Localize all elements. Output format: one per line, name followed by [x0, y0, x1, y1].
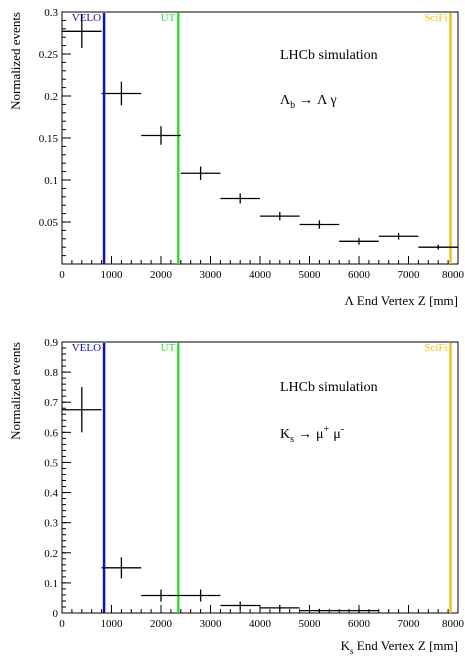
data-point: [62, 14, 102, 49]
data-point: [220, 193, 260, 204]
x-tick-label: 6000: [348, 618, 371, 630]
detector-label-scifi: SciFi: [424, 12, 447, 24]
data-point: [299, 220, 340, 229]
y-tick-label: 0.7: [44, 397, 58, 409]
data-point: [101, 81, 142, 106]
y-tick-label: 0: [53, 608, 59, 620]
x-tick-label: 4000: [249, 269, 272, 281]
y-tick-label: 0.15: [39, 133, 59, 145]
x-tick-label: 4000: [249, 618, 272, 630]
data-point: [180, 589, 221, 602]
y-tick-label: 0.05: [39, 217, 59, 229]
x-tick-label: 5000: [299, 269, 322, 281]
y-tick-label: 0.25: [39, 49, 59, 61]
y-tick-label: 0.9: [44, 337, 58, 349]
y-tick-label: 0.3: [44, 518, 58, 530]
data-point: [220, 601, 260, 610]
y-tick-label: 0.1: [44, 175, 58, 187]
data-point: [260, 211, 300, 221]
x-tick-label: 6000: [348, 269, 371, 281]
x-tick-label: 3000: [200, 618, 223, 630]
y-tick-label: 0.2: [44, 548, 58, 560]
x-tick-label: 1000: [101, 618, 124, 630]
x-tick-label: 2000: [150, 269, 173, 281]
x-tick-label: 8000: [442, 618, 465, 630]
plot-frame: [61, 11, 459, 265]
data-point: [378, 232, 419, 240]
data-point: [141, 126, 181, 145]
x-tick-label: 2000: [150, 618, 173, 630]
data-point: [101, 557, 142, 579]
y-tick-label: 0.8: [44, 367, 58, 379]
y-tick-label: 0.4: [44, 488, 58, 500]
x-tick-label: 0: [59, 269, 65, 281]
lambda-vertex-panel: VELO UT SciFi 0 1000 2000 3000 4000 5000 6000 700…: [8, 7, 465, 308]
x-axis-label: Λ End Vertex Z [mm]: [344, 293, 458, 308]
data-point: [62, 387, 102, 433]
x-tick-label: 1000: [101, 269, 124, 281]
annotation-decay: Λb → Λ γ: [280, 93, 337, 111]
x-tick-label: 7000: [398, 618, 421, 630]
x-tick-label: 7000: [398, 269, 421, 281]
data-point: [418, 244, 458, 250]
detector-label-scifi: SciFi: [424, 342, 447, 354]
detector-label-velo: VELO: [72, 12, 101, 24]
annotation-decay: Ks → μ+ μ-: [280, 424, 344, 445]
kshort-vertex-panel: VELO UT SciFi 0 1000 2000 3000 4000 5000 6000 700…: [8, 337, 465, 656]
annotation-lhcb: LHCb simulation: [280, 380, 378, 395]
x-tick-label: 0: [59, 618, 65, 630]
x-axis-label: Ks End Vertex Z [mm]: [341, 638, 458, 656]
detector-label-ut: UT: [161, 12, 176, 24]
y-tick-label: 0.6: [44, 427, 58, 439]
y-tick-label: 0.2: [44, 91, 58, 103]
x-tick-label: 3000: [200, 269, 223, 281]
data-point: [141, 589, 181, 602]
y-tick-label: 0.3: [44, 7, 58, 19]
x-tick-label: 8000: [442, 269, 465, 281]
data-point: [180, 166, 221, 180]
y-axis-label: Normalized events: [8, 342, 23, 440]
x-tick-label: 5000: [299, 618, 322, 630]
detector-label-velo: VELO: [72, 342, 101, 354]
y-axis-label: Normalized events: [8, 12, 23, 110]
annotation-lhcb: LHCb simulation: [280, 48, 378, 63]
y-tick-label: 0.1: [44, 578, 58, 590]
y-tick-label: 0.5: [44, 457, 58, 469]
data-point: [339, 237, 379, 245]
detector-label-ut: UT: [161, 342, 176, 354]
